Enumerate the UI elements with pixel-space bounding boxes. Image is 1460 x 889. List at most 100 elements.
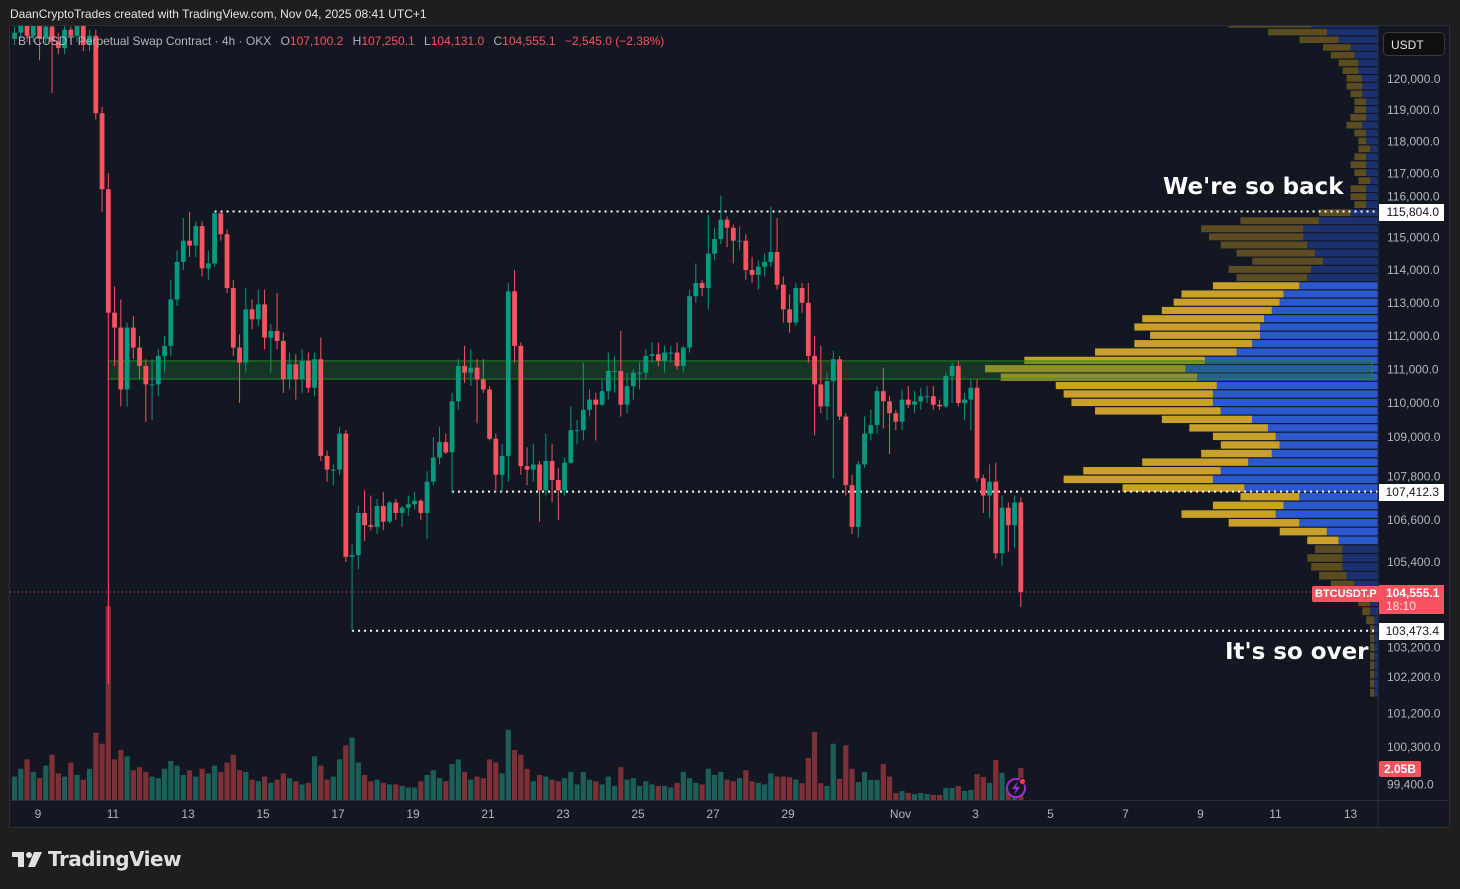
- candle: [87, 29, 92, 52]
- lightning-icon[interactable]: [1006, 777, 1027, 798]
- candle: [705, 214, 711, 310]
- profile-row-gold: [1346, 121, 1363, 129]
- profile-row-gold: [1370, 679, 1375, 688]
- candle-body: [943, 376, 949, 407]
- profile-row-blue: [1374, 661, 1378, 670]
- price-axis[interactable]: 120,000.0 119,000.0 118,000.0 117,000.0 116,…: [1387, 72, 1441, 792]
- volume-bar: [674, 782, 680, 800]
- candle: [605, 352, 611, 400]
- symbol-legend[interactable]: BTCUSDT Perpetual Swap Contract · 4h · O…: [18, 34, 664, 48]
- volume-bar: [774, 776, 780, 800]
- volume-bar: [980, 777, 986, 800]
- candle-body: [268, 330, 274, 338]
- volume-bar: [43, 765, 49, 800]
- candle-body: [37, 26, 42, 39]
- volume-bar: [361, 775, 368, 800]
- candle: [818, 345, 824, 414]
- volume-bar: [993, 760, 999, 800]
- volume-bar: [36, 778, 43, 800]
- candle-body: [162, 345, 167, 356]
- candle-body: [524, 466, 530, 470]
- candle: [49, 26, 55, 93]
- candle: [368, 495, 374, 531]
- profile-row-blue: [1342, 545, 1378, 553]
- profile-row-blue: [1370, 598, 1378, 607]
- candle-body: [937, 404, 942, 407]
- time-tick-label: 9: [35, 807, 42, 821]
- candle-body: [712, 239, 717, 254]
- candle-body: [993, 481, 999, 554]
- candle: [749, 256, 755, 284]
- candle: [274, 292, 280, 350]
- profile-row-gold: [1370, 652, 1375, 661]
- candle: [843, 413, 849, 496]
- volume-bar: [305, 782, 311, 800]
- volume-bar: [549, 779, 555, 800]
- candle-body: [1018, 502, 1024, 593]
- level-lines[interactable]: [10, 210, 1378, 632]
- candle-body: [437, 442, 442, 458]
- volume-bar: [668, 787, 674, 800]
- volume-bar: [855, 782, 861, 800]
- candle-body: [637, 372, 642, 374]
- profile-row-blue: [1374, 688, 1378, 697]
- candle: [112, 286, 117, 366]
- candle-body: [193, 226, 199, 246]
- candle: [68, 26, 74, 42]
- profile-row-gold: [1212, 501, 1284, 510]
- annotation-top[interactable]: We're so back: [1163, 174, 1344, 200]
- candle-body: [468, 367, 474, 373]
- candle: [355, 505, 361, 570]
- volume-bar: [374, 779, 380, 800]
- candle-body: [805, 302, 811, 356]
- volume-bar: [411, 787, 418, 800]
- candle-body: [918, 396, 924, 402]
- profile-row-gold: [1350, 185, 1367, 192]
- candle-body: [68, 29, 74, 36]
- candle-body: [543, 461, 549, 491]
- candle-body: [174, 261, 180, 300]
- candle: [568, 406, 574, 465]
- profile-row-gold: [1330, 580, 1355, 589]
- volume-bar: [418, 781, 424, 800]
- profile-row-blue: [1374, 679, 1378, 688]
- volume-bar: [868, 780, 874, 800]
- volume-bar: [799, 783, 805, 800]
- volume-bar: [599, 784, 605, 800]
- profile-row-blue: [1260, 331, 1378, 339]
- profile-row-gold: [1161, 415, 1253, 424]
- candle: [499, 443, 505, 493]
- candle-body: [893, 413, 899, 422]
- profile-row-gold: [1201, 225, 1304, 233]
- volume-bar: [299, 784, 305, 800]
- profile-row-blue: [1275, 510, 1378, 518]
- candle: [18, 26, 24, 39]
- close-value: 104,555.1: [502, 34, 556, 48]
- candle: [830, 350, 836, 479]
- time-axis[interactable]: 9 11 13 15 17 19 21 23 25 27 29 Nov 3 5 7 9 11 13: [35, 807, 1358, 821]
- volume-bar: [699, 784, 705, 800]
- volume-bar: [105, 606, 111, 800]
- volume-bar: [999, 772, 1005, 800]
- candle-body: [143, 365, 149, 385]
- time-tick-label: 9: [1197, 807, 1204, 821]
- candle-body: [18, 26, 24, 33]
- profile-row-blue: [1264, 315, 1378, 323]
- candle: [862, 416, 867, 468]
- annotation-bottom[interactable]: It's so over: [1225, 639, 1369, 665]
- level-label-low: 103,473.4: [1379, 623, 1444, 640]
- tradingview-logo[interactable]: TradingView: [12, 846, 182, 872]
- volume-bar: [336, 759, 343, 800]
- candle: [124, 322, 130, 407]
- profile-row-blue: [1366, 98, 1378, 106]
- price-tick-label: 101,200.0: [1387, 707, 1441, 721]
- volume-bar: [311, 756, 318, 800]
- profile-row-blue: [1212, 390, 1378, 398]
- candle-body: [968, 387, 974, 400]
- profile-row-gold: [1189, 424, 1268, 432]
- change-value: −2,545.0 (−2.38%): [564, 34, 665, 48]
- volume-bar: [611, 785, 618, 800]
- candle-body: [999, 507, 1005, 554]
- currency-button[interactable]: USDT: [1383, 32, 1445, 56]
